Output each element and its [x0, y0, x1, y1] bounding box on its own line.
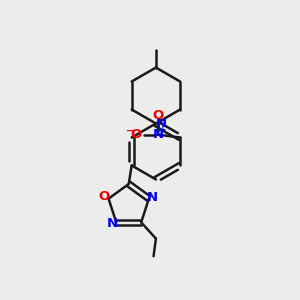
Text: N: N — [153, 128, 164, 141]
Text: N: N — [147, 191, 158, 204]
Text: +: + — [159, 125, 167, 134]
Text: N: N — [156, 117, 167, 130]
Text: O: O — [130, 128, 142, 141]
Text: O: O — [153, 110, 164, 122]
Text: N: N — [107, 217, 118, 230]
Text: O: O — [99, 190, 110, 203]
Text: −: − — [126, 125, 134, 135]
